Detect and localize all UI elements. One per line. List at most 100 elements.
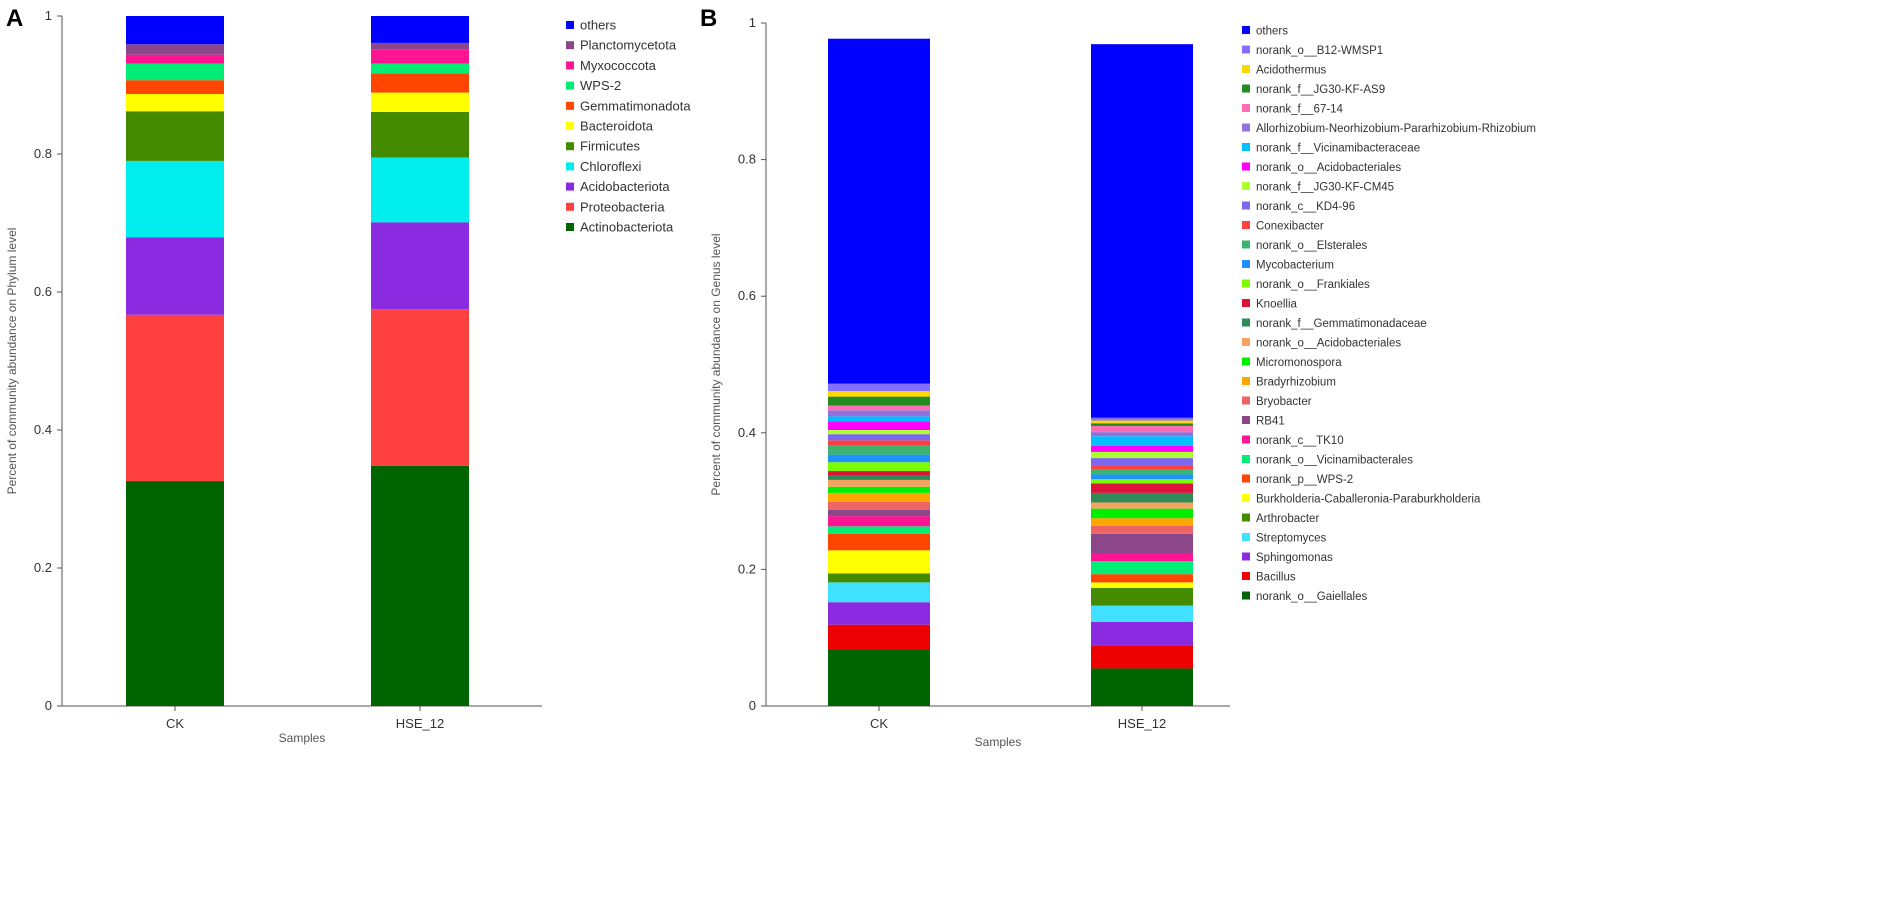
bar-segment [828, 434, 930, 441]
legend-swatch [1242, 26, 1250, 34]
legend-swatch [1242, 143, 1250, 151]
bar-segment [1091, 492, 1193, 503]
bar-segment [828, 492, 930, 502]
bar-segment [1091, 468, 1193, 475]
legend-label: norank_c__KD4-96 [1256, 201, 1355, 213]
y-tick-label: 0.2 [738, 561, 756, 576]
bar-segment [1091, 474, 1193, 480]
bar-segment [1091, 502, 1193, 509]
bar-segment [828, 416, 930, 422]
bar-segment [1091, 574, 1193, 583]
bar-segment [126, 80, 224, 94]
legend-label: Sphingomonas [1256, 552, 1333, 564]
legend-swatch [566, 142, 574, 151]
legend-item: others [1242, 26, 1288, 38]
bar-segment [828, 516, 930, 527]
x-tick-label: HSE_12 [1118, 716, 1166, 731]
legend-item: norank_o__Vicinamibacterales [1242, 455, 1413, 467]
y-tick-label: 0.8 [738, 152, 756, 167]
bar-segment [371, 222, 469, 310]
bar-segment [126, 481, 224, 706]
legend-item: norank_o__Acidobacteriales [1242, 338, 1401, 350]
bar-segment [828, 383, 930, 392]
legend-label: Conexibacter [1256, 221, 1324, 233]
bar-segment [828, 475, 930, 480]
legend-swatch [1242, 513, 1250, 522]
panel-b: B 0 0.2 0.4 0.6 0.8 1 Percent of community abun… [700, 5, 1536, 749]
legend-swatch [566, 61, 574, 70]
bar-segment [1091, 420, 1193, 424]
bar-segment [1091, 605, 1193, 622]
bar-segment [828, 486, 930, 493]
legend-item: norank_c__TK10 [1242, 435, 1344, 447]
bar-segment [828, 471, 930, 476]
legend-label: norank_o__Frankiales [1256, 279, 1370, 291]
bar-segment [828, 649, 930, 706]
legend-item: Micromonospora [1242, 357, 1342, 369]
legend-swatch [566, 41, 574, 50]
y-tick-label: 0 [749, 698, 756, 713]
bar-segment [371, 16, 469, 43]
legend-item: Myxococcota [566, 58, 657, 73]
legend-label: norank_c__TK10 [1256, 435, 1344, 447]
legend-item: Acidobacteriota [566, 179, 670, 194]
legend-label: Bacteroidota [580, 119, 654, 134]
legend-label: Mycobacterium [1256, 260, 1334, 272]
bar-segment [371, 157, 469, 223]
bar-segment [828, 509, 930, 517]
bar-segment [1091, 533, 1193, 554]
legend-swatch [1242, 84, 1250, 93]
legend-item: WPS-2 [566, 78, 621, 93]
bar-segment [126, 44, 224, 55]
legend-swatch [1242, 494, 1250, 502]
bar-segment [126, 54, 224, 64]
bar-segment [371, 309, 469, 466]
bar-segment [828, 391, 930, 397]
legend-item: Bacillus [1242, 572, 1296, 584]
legend-item: Allorhizobium-Neorhizobium-Pararhizobium… [1242, 123, 1536, 135]
y-tick-label: 0.4 [34, 422, 52, 437]
bar-segment [828, 550, 930, 574]
y-tick-label: 0.6 [738, 288, 756, 303]
y-axis-title: Percent of community abundance on Genus … [709, 233, 723, 495]
legend-label: norank_f__67-14 [1256, 104, 1344, 116]
legend-label: Arthrobacter [1256, 513, 1319, 525]
legend-swatch [1242, 357, 1250, 366]
bar-segment [828, 501, 930, 510]
legend-label: Bradyrhizobium [1256, 377, 1336, 389]
legend-item: norank_o__Elsterales [1242, 240, 1367, 252]
legend-item: norank_f__JG30-KF-CM45 [1242, 182, 1394, 194]
bar-segment [371, 465, 469, 706]
legend-item: Bradyrhizobium [1242, 377, 1336, 389]
bar-segment [1091, 553, 1193, 562]
bar-segment [126, 237, 224, 315]
legend-label: Micromonospora [1256, 357, 1342, 369]
bar-segment [1091, 582, 1193, 588]
x-tick-label: CK [870, 716, 888, 731]
bar-segment [1091, 465, 1193, 469]
legend-label: Chloroflexi [580, 159, 642, 174]
legend-swatch [1242, 104, 1250, 112]
legend-item: Conexibacter [1242, 221, 1324, 233]
legend-label: Knoellia [1256, 299, 1298, 311]
legend-label: norank_o__B12-WMSP1 [1256, 45, 1383, 57]
legend-item: Burkholderia-Caballeronia-Paraburkholder… [1242, 494, 1481, 506]
legend-label: Actinobacteriota [580, 220, 674, 235]
y-tick-label: 1 [749, 15, 756, 30]
legend-item: Arthrobacter [1242, 513, 1319, 525]
legend-item: Firmicutes [566, 139, 640, 154]
legend-swatch [1242, 279, 1250, 288]
legend-swatch [1242, 533, 1250, 541]
bar-segment [828, 454, 930, 463]
bar-segment [1091, 483, 1193, 493]
bar-segment [371, 49, 469, 64]
bar-segment [371, 42, 469, 50]
legend-swatch [1242, 162, 1250, 171]
legend-label: norank_p__WPS-2 [1256, 474, 1353, 486]
bar-segment [1091, 451, 1193, 459]
legend-swatch [1242, 260, 1250, 268]
legend-swatch [1242, 474, 1250, 483]
legend-swatch [1242, 591, 1250, 600]
legend-label: norank_f__Vicinamibacteraceae [1256, 143, 1420, 155]
legend-swatch [1242, 338, 1250, 346]
